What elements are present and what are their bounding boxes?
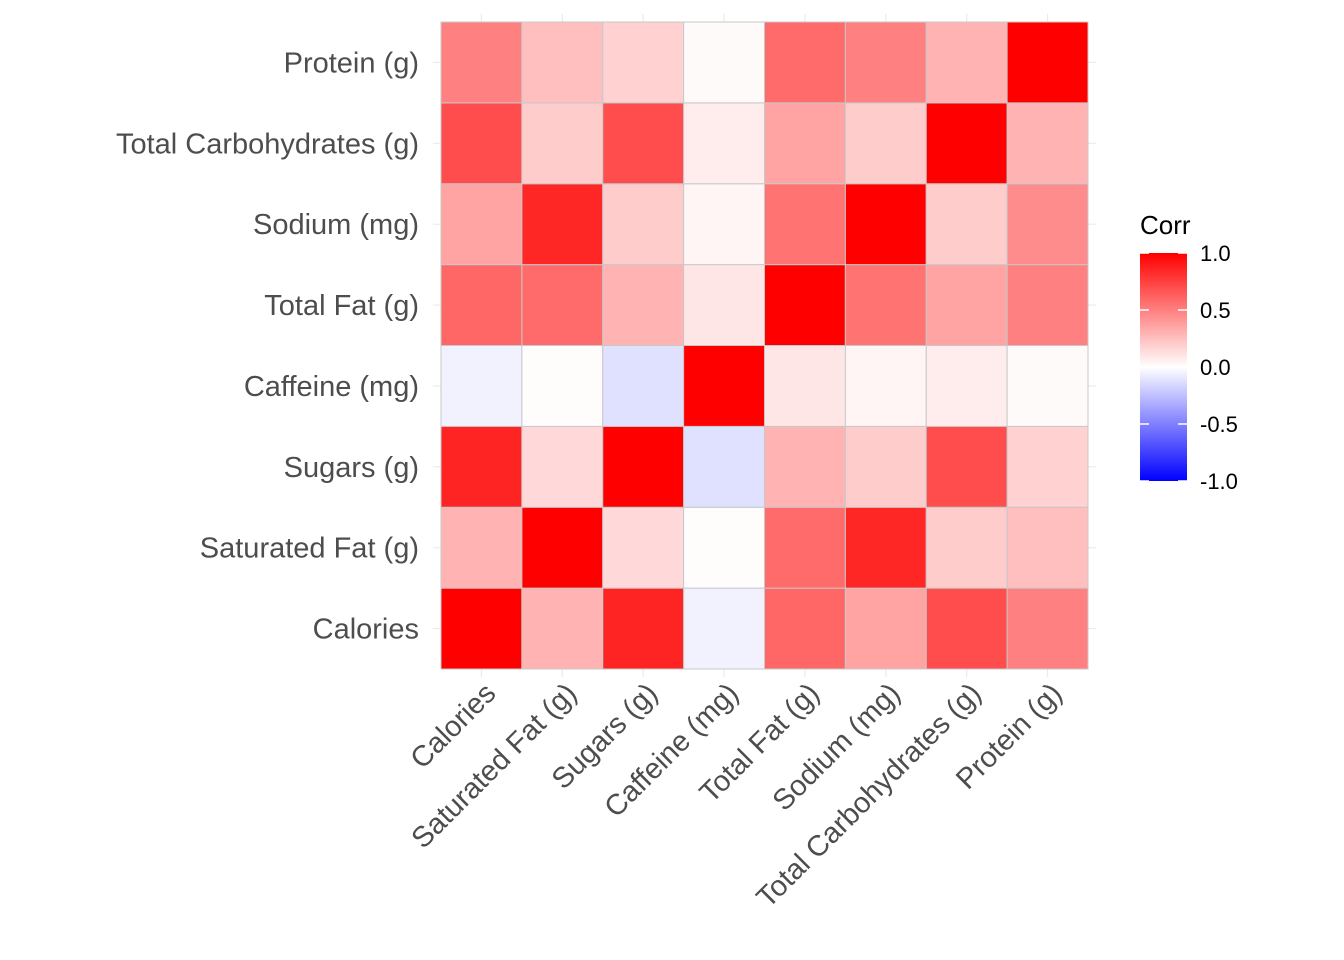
y-tick-label-total-carbohydrates-g: Total Carbohydrates (g) (116, 128, 419, 160)
color-legend: Corr 1.0 0.5 0.0 -0.5 -1.0 (1140, 210, 1238, 494)
tile-protein-g-sugars-g (602, 21, 685, 104)
tile-protein-g-protein-g (1006, 21, 1089, 104)
tile-caffeine-mg-sodium-mg (844, 345, 927, 427)
y-tick-label-protein-g: Protein (g) (284, 47, 419, 79)
tile-sodium-mg-total-fat-g (764, 183, 846, 266)
tile-sugars-g-sugars-g (602, 425, 685, 508)
tile-calories-calories (440, 587, 523, 670)
tile-saturated-fat-g-total-fat-g (764, 506, 846, 589)
legend-tick-label: 1.0 (1200, 241, 1231, 266)
y-axis: Calories Saturated Fat (g) Sugars (g) Caffe… (116, 47, 419, 645)
tile-saturated-fat-g-saturated-fat-g (521, 506, 604, 589)
tile-total-fat-g-total-fat-g (764, 264, 846, 346)
heatmap-tiles (440, 21, 1089, 670)
tile-sugars-g-total-fat-g (764, 425, 846, 508)
tile-total-fat-g-sugars-g (602, 264, 685, 346)
tile-protein-g-caffeine-mg (683, 21, 765, 104)
tile-caffeine-mg-total-fat-g (764, 345, 846, 427)
tile-protein-g-saturated-fat-g (521, 21, 604, 104)
tile-saturated-fat-g-sugars-g (602, 506, 685, 589)
tile-protein-g-sodium-mg (844, 21, 927, 104)
tile-calories-total-carbohydrates-g (925, 587, 1008, 670)
legend-tick-label: 0.0 (1200, 355, 1231, 380)
tile-caffeine-mg-caffeine-mg (683, 345, 765, 427)
tile-saturated-fat-g-caffeine-mg (683, 506, 765, 589)
tile-caffeine-mg-saturated-fat-g (521, 345, 604, 427)
tile-caffeine-mg-sugars-g (602, 345, 685, 427)
tile-calories-sodium-mg (844, 587, 927, 670)
tile-sodium-mg-caffeine-mg (683, 183, 765, 266)
tile-sodium-mg-sugars-g (602, 183, 685, 266)
tile-sugars-g-calories (440, 425, 523, 508)
tile-calories-protein-g (1006, 587, 1089, 670)
y-tick-label-sugars-g: Sugars (g) (284, 452, 419, 484)
tile-total-carbohydrates-g-total-carbohydrates-g (925, 102, 1008, 185)
tile-saturated-fat-g-protein-g (1006, 506, 1089, 589)
tile-caffeine-mg-total-carbohydrates-g (925, 345, 1008, 427)
y-tick-label-calories: Calories (313, 614, 419, 646)
tile-sugars-g-total-carbohydrates-g (925, 425, 1008, 508)
tile-total-carbohydrates-g-saturated-fat-g (521, 102, 604, 185)
tile-sodium-mg-protein-g (1006, 183, 1089, 266)
tile-total-fat-g-saturated-fat-g (521, 264, 604, 346)
y-tick-label-saturated-fat-g: Saturated Fat (g) (200, 533, 419, 565)
tile-total-carbohydrates-g-sodium-mg (844, 102, 927, 185)
tile-saturated-fat-g-total-carbohydrates-g (925, 506, 1008, 589)
tile-total-carbohydrates-g-caffeine-mg (683, 102, 765, 185)
legend-tick-label: -1.0 (1200, 469, 1238, 494)
tile-saturated-fat-g-sodium-mg (844, 506, 927, 589)
tile-sodium-mg-total-carbohydrates-g (925, 183, 1008, 266)
legend-tick-label: 0.5 (1200, 298, 1231, 323)
tile-protein-g-total-fat-g (764, 21, 846, 104)
tile-protein-g-calories (440, 21, 523, 104)
tile-sodium-mg-calories (440, 183, 523, 266)
tile-sodium-mg-sodium-mg (844, 183, 927, 266)
tile-total-fat-g-calories (440, 264, 523, 346)
tile-calories-caffeine-mg (683, 587, 765, 670)
tile-total-fat-g-total-carbohydrates-g (925, 264, 1008, 346)
tile-total-carbohydrates-g-protein-g (1006, 102, 1089, 185)
tile-protein-g-total-carbohydrates-g (925, 21, 1008, 104)
legend-title: Corr (1140, 210, 1191, 240)
y-tick-label-total-fat-g: Total Fat (g) (264, 290, 419, 322)
tile-calories-sugars-g (602, 587, 685, 670)
tile-caffeine-mg-protein-g (1006, 345, 1089, 427)
tile-sugars-g-caffeine-mg (683, 425, 765, 508)
tile-total-fat-g-sodium-mg (844, 264, 927, 346)
legend-tick-label: -0.5 (1200, 412, 1238, 437)
legend-ticks: 1.0 0.5 0.0 -0.5 -1.0 (1140, 241, 1238, 494)
tile-sugars-g-sodium-mg (844, 425, 927, 508)
tile-calories-total-fat-g (764, 587, 846, 670)
tile-calories-saturated-fat-g (521, 587, 604, 670)
tile-total-fat-g-caffeine-mg (683, 264, 765, 346)
tile-sodium-mg-saturated-fat-g (521, 183, 604, 266)
tile-caffeine-mg-calories (440, 345, 523, 427)
y-tick-label-caffeine-mg: Caffeine (mg) (244, 371, 419, 403)
tile-total-carbohydrates-g-sugars-g (602, 102, 685, 185)
tile-total-fat-g-protein-g (1006, 264, 1089, 346)
tile-sugars-g-saturated-fat-g (521, 425, 604, 508)
tile-total-carbohydrates-g-total-fat-g (764, 102, 846, 185)
tile-total-carbohydrates-g-calories (440, 102, 523, 185)
tile-sugars-g-protein-g (1006, 425, 1089, 508)
tile-saturated-fat-g-calories (440, 506, 523, 589)
y-tick-label-sodium-mg: Sodium (mg) (253, 209, 419, 241)
